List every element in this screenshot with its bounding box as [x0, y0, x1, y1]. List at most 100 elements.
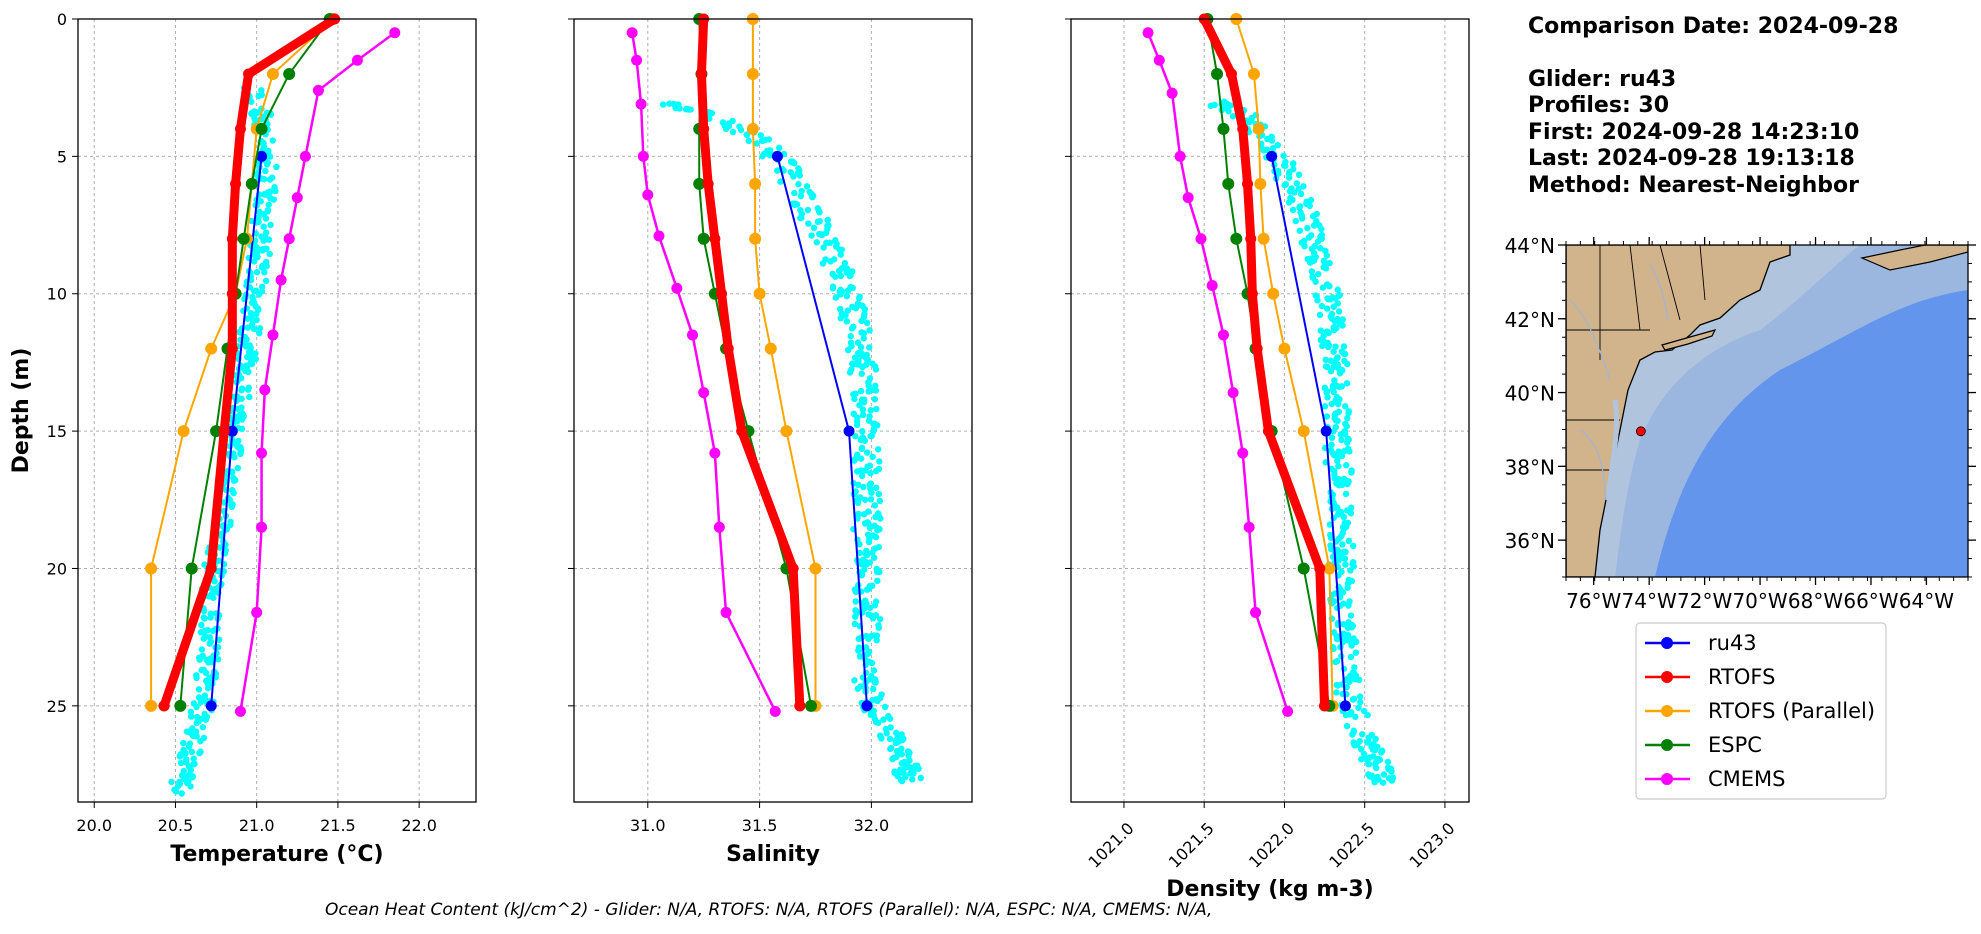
glider-raw-point [187, 713, 195, 720]
series-point-cmems [234, 705, 246, 717]
glider-raw-point [854, 339, 862, 346]
series-point-espc [805, 699, 818, 712]
glider-raw-point [176, 780, 184, 788]
glider-raw-point [813, 239, 820, 246]
glider-raw-point [1339, 367, 1346, 374]
glider-raw-point [1310, 257, 1318, 264]
glider-raw-point [1312, 278, 1319, 285]
glider-raw-point [247, 360, 254, 367]
glider-raw-point [254, 305, 262, 312]
glider-raw-point [1288, 185, 1295, 192]
glider-raw-point [196, 654, 203, 661]
glider-raw-point [256, 329, 263, 337]
glider-raw-point [759, 137, 766, 145]
glider-raw-point [862, 467, 869, 474]
glider-raw-point [178, 772, 186, 779]
glider-raw-point [168, 778, 175, 786]
glider-raw-point [1229, 113, 1237, 120]
glider-raw-point [1366, 773, 1374, 780]
glider-raw-point [858, 396, 866, 403]
glider-raw-point [1274, 141, 1281, 149]
panel-density: 1021.0 1021.5 1022.0 1022.5 1023.0 Density (k… [1065, 13, 1470, 902]
glider-raw-point [854, 685, 862, 692]
series-point-rtofs [1242, 178, 1254, 190]
glider-raw-point [870, 428, 877, 435]
glider-raw-point [872, 387, 880, 394]
glider-raw-point [1339, 316, 1346, 323]
glider-raw-point [1338, 452, 1346, 460]
series-point-cmems [671, 282, 683, 294]
x-tick-label: 31.0 [630, 816, 666, 835]
glider-raw-point [263, 258, 270, 266]
x-tick-label: 20.5 [158, 816, 194, 835]
glider-raw-point [271, 184, 278, 191]
series-point-ru43 [226, 425, 238, 437]
glider-raw-point [202, 716, 210, 723]
glider-raw-point [1364, 738, 1372, 745]
series-point-espc [697, 232, 710, 245]
last-time: Last: 2024-09-28 19:13:18 [1528, 146, 1855, 171]
series-line-espc [179, 18, 331, 706]
glider-raw-point [1333, 681, 1340, 689]
glider-raw-point [1275, 170, 1282, 177]
glider-raw-point [1334, 286, 1341, 293]
series-point-rtofs [230, 178, 242, 190]
glider-raw-point [200, 635, 207, 642]
series-point-espc [237, 232, 250, 245]
series-point-cmems [1227, 387, 1239, 399]
series-point-cmems [299, 150, 311, 162]
glider-raw-point [1349, 696, 1357, 703]
glider-raw-point [875, 622, 882, 629]
glider-raw-point [766, 152, 774, 159]
glider-raw-point [1339, 589, 1347, 596]
y-tick-label: 25 [47, 697, 67, 716]
glider-raw-point [1346, 448, 1353, 455]
glider-raw-point [185, 771, 192, 779]
glider-raw-point [189, 725, 196, 732]
glider-raw-point [856, 402, 863, 409]
glider-raw-point [797, 214, 804, 222]
series-point-cmems [267, 329, 279, 341]
series-line-rtofs [696, 18, 805, 707]
glider-raw-point [832, 243, 840, 250]
glider-raw-point [171, 786, 178, 794]
glider-raw-point [1349, 558, 1357, 566]
legend-marker-ru43 [1661, 637, 1673, 649]
glider-raw-point [858, 317, 865, 325]
series-point-rtofs [218, 425, 230, 437]
glider-raw-point [1343, 423, 1350, 430]
glider-raw-point [261, 269, 268, 276]
glider-raw-point [1356, 737, 1363, 745]
series-point-rtofs [158, 700, 170, 712]
glider-raw-point [267, 221, 274, 229]
glider-raw-point [1304, 224, 1311, 232]
glider-raw-point [865, 508, 872, 515]
series-point-espc [255, 122, 268, 135]
series-line-rtofs [159, 15, 338, 708]
glider-raw-point [866, 344, 873, 351]
y-tick-label: 20 [47, 559, 67, 578]
glider-raw-point [909, 776, 916, 783]
glider-raw-point [1345, 408, 1352, 415]
series-point-cmems [635, 98, 647, 110]
glider-raw-point [1281, 182, 1288, 189]
glider-raw-point [873, 484, 880, 491]
glider-raw-point [1327, 531, 1334, 539]
series-point-rtofs-parallel [1278, 342, 1291, 355]
glider-raw-point [269, 137, 276, 144]
glider-raw-point [1335, 462, 1342, 470]
glider-raw-point [1335, 308, 1343, 315]
state-border [1699, 245, 1706, 301]
glider-raw-point [816, 218, 823, 225]
glider-raw-point [1347, 612, 1355, 619]
series-point-espc [174, 699, 187, 712]
map-lon-label: 64°W [1899, 589, 1954, 613]
glider-raw-point [1342, 490, 1350, 498]
glider-raw-point [177, 759, 185, 767]
glider-raw-point [255, 92, 262, 100]
glider-raw-point [832, 237, 839, 244]
legend-label-espc: ESPC [1708, 733, 1762, 757]
glider-raw-point [199, 724, 207, 731]
glider-raw-point [1330, 598, 1338, 605]
glider-raw-point [185, 743, 193, 750]
